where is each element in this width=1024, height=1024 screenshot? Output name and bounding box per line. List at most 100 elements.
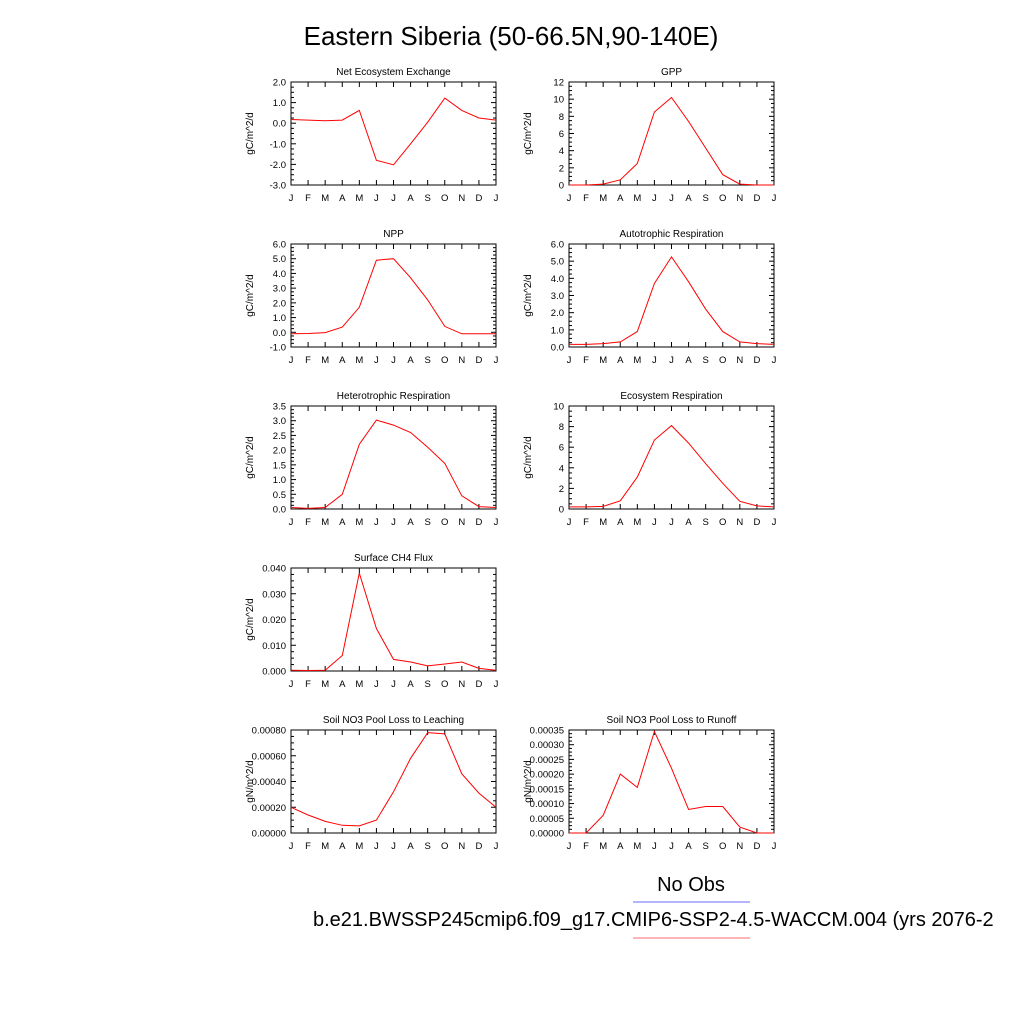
y-tick-label: 0.00000	[252, 829, 286, 840]
x-tick-label: A	[617, 517, 624, 528]
y-tick-label: 6.0	[273, 240, 286, 251]
legend-obs-label: No Obs	[657, 874, 725, 896]
y-axis-label: gC/m^2/d	[245, 274, 256, 317]
x-tick-label: J	[772, 355, 777, 366]
x-tick-label: J	[289, 355, 294, 366]
x-tick-label: F	[305, 841, 311, 852]
y-axis-label: gC/m^2/d	[523, 274, 534, 317]
y-tick-label: 2.0	[273, 78, 286, 89]
x-tick-label: J	[772, 841, 777, 852]
y-tick-label: 4	[559, 146, 564, 157]
legend-case-label: b.e21.BWSSP245cmip6.f09_g17.CMIP6-SSP2-4…	[313, 909, 994, 931]
y-tick-label: 4.0	[551, 274, 564, 285]
y-tick-label: -1.0	[270, 139, 286, 150]
y-tick-label: 1.5	[273, 460, 286, 471]
x-tick-label: M	[633, 517, 641, 528]
x-tick-label: J	[374, 193, 379, 204]
x-tick-label: J	[652, 841, 657, 852]
series-line	[290, 732, 497, 827]
y-tick-label: 0.0	[551, 343, 564, 354]
x-tick-label: J	[652, 193, 657, 204]
y-tick-label: 6	[559, 129, 564, 140]
x-tick-label: D	[475, 517, 482, 528]
x-tick-label: N	[736, 517, 743, 528]
x-tick-label: J	[567, 193, 572, 204]
x-tick-label: O	[441, 679, 448, 690]
x-tick-label: A	[339, 841, 346, 852]
x-tick-label: N	[736, 193, 743, 204]
x-tick-label: D	[475, 679, 482, 690]
x-tick-label: A	[617, 841, 624, 852]
plot-frame	[290, 405, 497, 510]
x-tick-label: S	[424, 517, 430, 528]
x-tick-label: F	[305, 517, 311, 528]
y-tick-label: 3.5	[273, 402, 286, 413]
y-tick-label: 0.00060	[252, 751, 286, 762]
x-tick-label: F	[305, 193, 311, 204]
x-tick-label: M	[633, 193, 641, 204]
x-tick-label: O	[441, 517, 448, 528]
x-tick-label: M	[355, 193, 363, 204]
series-line	[569, 424, 775, 508]
y-tick-label: 2	[559, 163, 564, 174]
series-line	[569, 96, 774, 186]
x-tick-label: J	[494, 193, 499, 204]
series-line	[290, 419, 497, 509]
y-tick-label: 0.000	[262, 667, 286, 678]
plot-frame	[290, 243, 497, 348]
x-tick-label: D	[475, 841, 482, 852]
x-tick-label: J	[289, 193, 294, 204]
x-tick-label: M	[355, 517, 363, 528]
x-tick-label: A	[407, 193, 414, 204]
x-tick-label: J	[391, 517, 396, 528]
x-tick-label: A	[407, 679, 414, 690]
panel-title: NPP	[383, 229, 404, 240]
y-tick-label: 0.030	[262, 589, 286, 600]
plot-frame	[290, 567, 497, 672]
y-tick-label: 0.00040	[252, 777, 286, 788]
x-tick-label: J	[567, 841, 572, 852]
panel-title: Autotrophic Respiration	[620, 229, 724, 240]
x-tick-label: O	[441, 193, 448, 204]
y-tick-label: 2	[559, 484, 564, 495]
x-tick-label: F	[583, 841, 589, 852]
y-tick-label: -3.0	[270, 181, 286, 192]
y-tick-label: 0.00000	[530, 829, 564, 840]
x-tick-label: J	[494, 679, 499, 690]
x-tick-label: D	[753, 517, 760, 528]
x-tick-label: J	[669, 193, 674, 204]
x-tick-label: O	[719, 193, 726, 204]
x-tick-label: J	[391, 841, 396, 852]
x-tick-label: A	[617, 193, 624, 204]
y-tick-label: 6	[559, 443, 564, 454]
y-tick-label: 5.0	[273, 254, 286, 265]
y-tick-label: 3.0	[551, 291, 564, 302]
x-tick-label: J	[772, 193, 777, 204]
y-tick-label: -2.0	[270, 160, 286, 171]
x-tick-label: A	[339, 193, 346, 204]
y-tick-label: 4	[559, 463, 564, 474]
y-tick-label: 0	[559, 505, 564, 516]
x-tick-label: D	[475, 355, 482, 366]
y-tick-label: 0.0	[273, 505, 286, 516]
x-tick-label: A	[339, 517, 346, 528]
x-tick-label: J	[391, 355, 396, 366]
x-tick-label: J	[374, 679, 379, 690]
x-tick-label: A	[407, 355, 414, 366]
series-line	[569, 255, 775, 345]
x-tick-label: S	[702, 841, 708, 852]
y-tick-label: 10	[553, 402, 564, 413]
y-tick-label: 1.0	[273, 313, 286, 324]
x-tick-label: F	[305, 679, 311, 690]
x-tick-label: D	[753, 841, 760, 852]
x-tick-label: J	[494, 355, 499, 366]
x-tick-label: S	[702, 355, 708, 366]
x-tick-label: N	[458, 679, 465, 690]
x-tick-label: A	[685, 841, 692, 852]
x-tick-label: J	[289, 517, 294, 528]
